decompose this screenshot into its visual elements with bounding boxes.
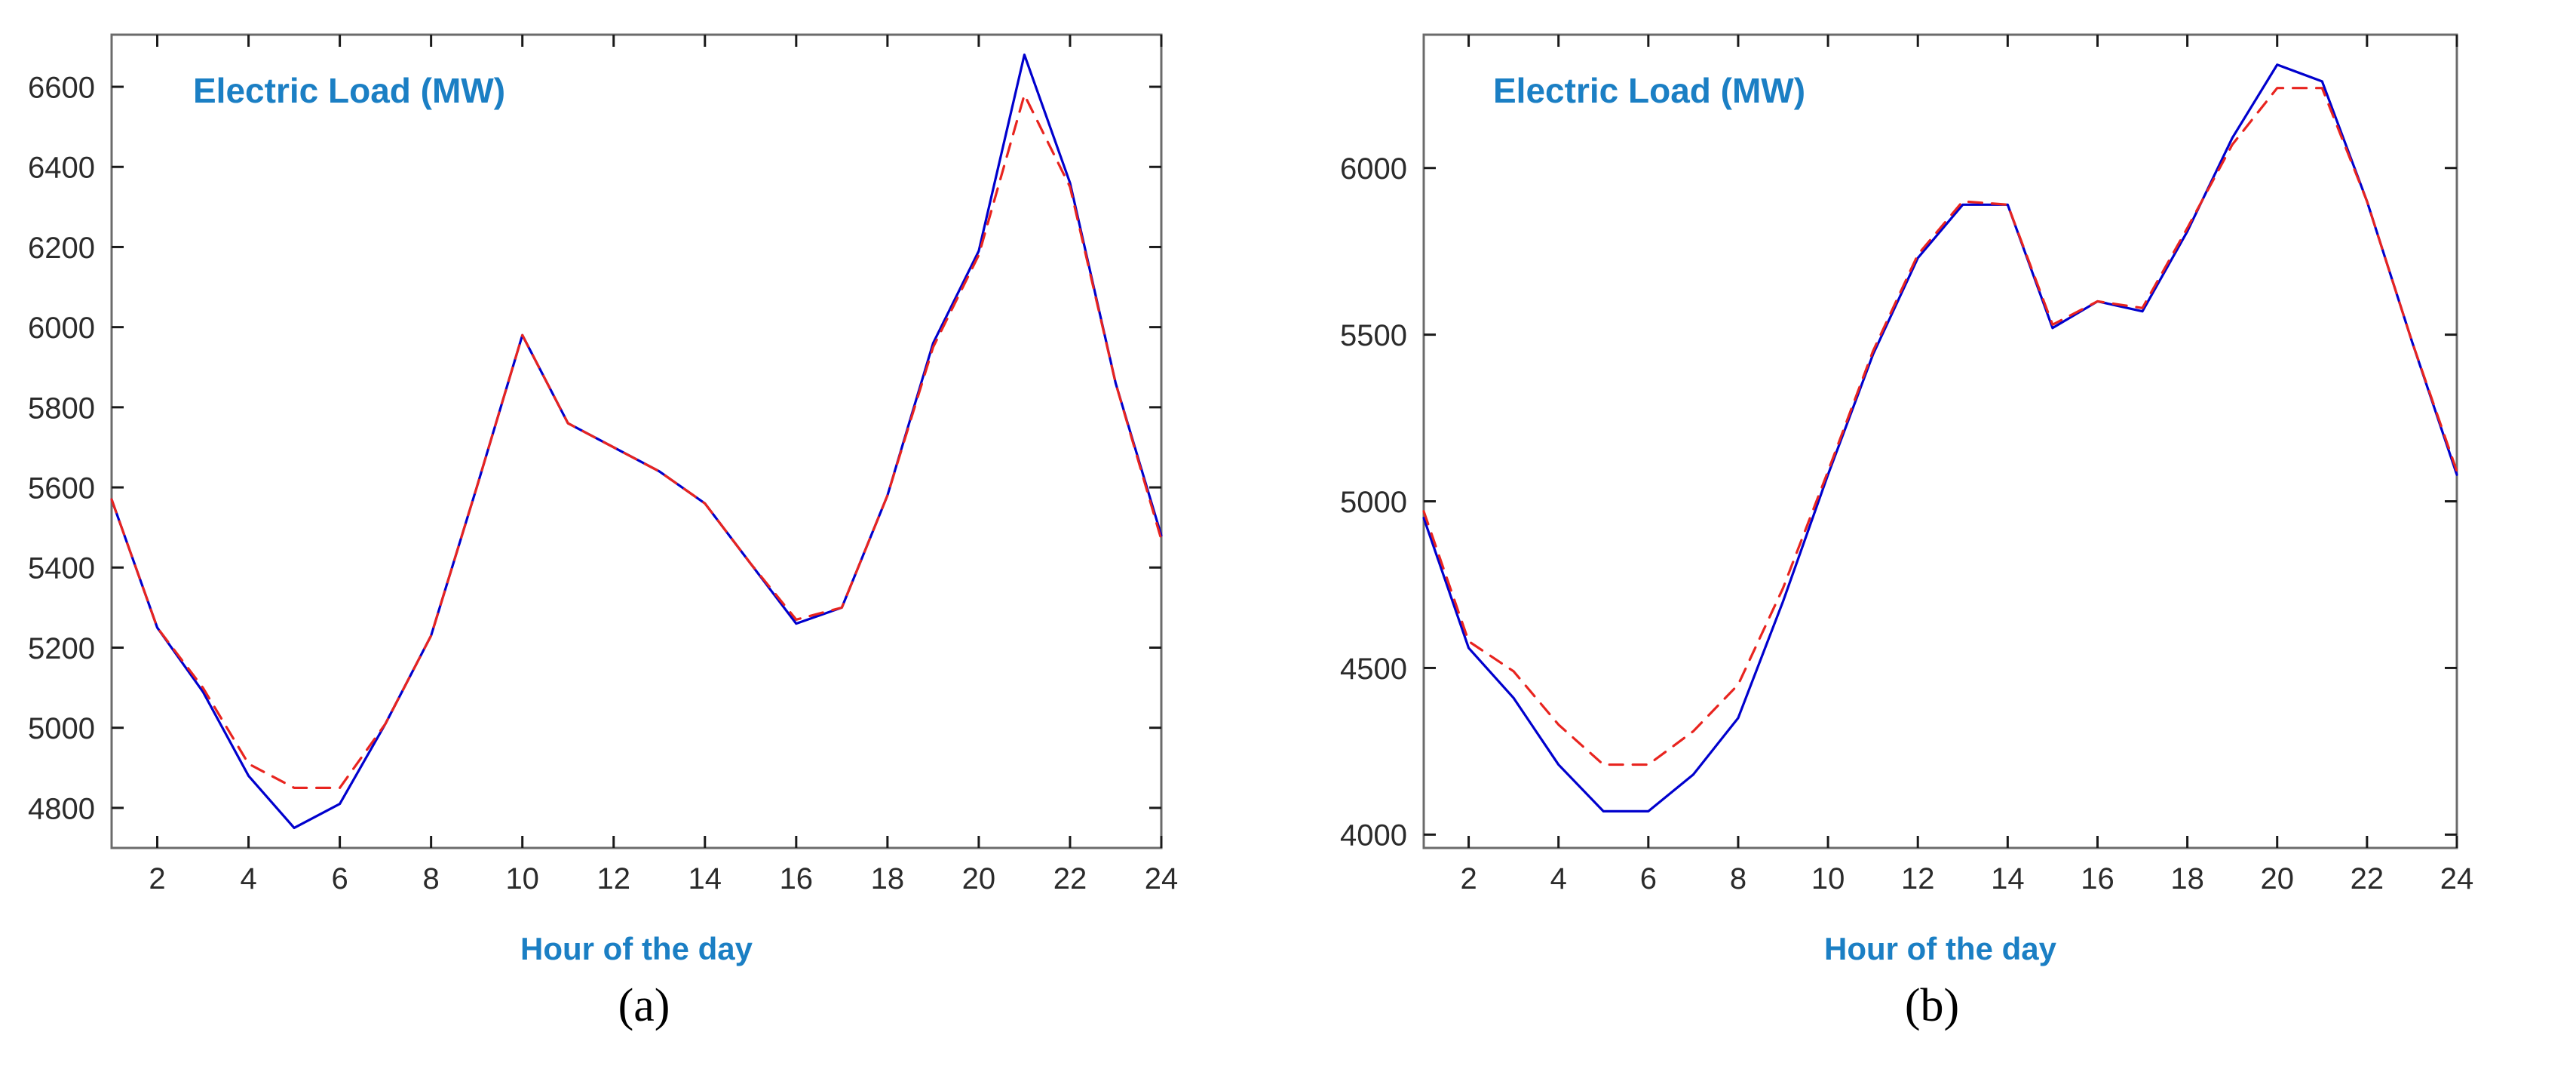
plot-title: Electric Load (MW) — [193, 71, 505, 110]
plot-area-background — [112, 35, 1161, 848]
y-tick-label: 5000 — [1340, 486, 1407, 519]
x-tick-label: 2 — [149, 862, 165, 895]
x-tick-label: 20 — [962, 862, 996, 895]
x-tick-label: 14 — [1991, 862, 2025, 895]
panel-a: 2 4 6 8 10 12 14 16 18 20 22 24 4800 5000 5200 5400 5600… — [28, 33, 1179, 1031]
y-tick-label: 6600 — [28, 71, 95, 104]
y-tick-label: 5500 — [1340, 319, 1407, 352]
subcaption-a: (a) — [618, 980, 670, 1031]
x-tick-label: 14 — [688, 862, 722, 895]
x-tick-label: 10 — [505, 862, 539, 895]
x-tick-label: 16 — [2081, 862, 2114, 895]
subcaption-b: (b) — [1904, 980, 1960, 1031]
axes-box — [110, 33, 1163, 849]
x-tick-label: 6 — [331, 862, 348, 895]
y-tick-label: 4500 — [1340, 653, 1407, 686]
y-tick-label: 5200 — [28, 632, 95, 665]
x-tick-label: 24 — [1145, 862, 1179, 895]
y-tick-label: 6400 — [28, 152, 95, 185]
series-line-actual — [1422, 63, 2458, 813]
series-line-forecast — [1422, 87, 2458, 766]
y-tick-label: 5800 — [28, 392, 95, 425]
chart-b: 2 4 6 8 10 12 14 16 18 20 22 2440004500500055006000… — [1340, 33, 2474, 966]
panel-b: 2 4 6 8 10 12 14 16 18 20 22 24 4000 4500 5000 5500 6000… — [1288, 0, 2576, 1072]
x-tick-label: 18 — [871, 862, 905, 895]
x-tick-label: 18 — [2170, 862, 2204, 895]
x-tick-label: 12 — [596, 862, 630, 895]
y-tick-label: 6000 — [28, 312, 95, 345]
series-line-forecast — [110, 94, 1163, 789]
x-tick-label: 22 — [1053, 862, 1087, 895]
chart-a: 2 4 6 8 10 12 14 16 18 20 22 2448005000520054005600… — [28, 33, 1179, 966]
y-tick-label: 6200 — [28, 232, 95, 265]
x-axis-label: Hour of the day — [520, 931, 753, 966]
x-tick-label: 8 — [423, 862, 440, 895]
x-tick-label: 24 — [2440, 862, 2474, 895]
x-axis-label: Hour of the day — [1824, 931, 2057, 966]
x-tick-label: 16 — [780, 862, 814, 895]
x-tick-label: 6 — [1640, 862, 1657, 895]
y-tick-label: 5400 — [28, 552, 95, 585]
axes-box — [1422, 33, 2458, 849]
x-tick-label: 4 — [240, 862, 256, 895]
x-tick-label: 8 — [1730, 862, 1746, 895]
y-tick-label: 4000 — [1340, 819, 1407, 852]
x-tick-label: 2 — [1460, 862, 1477, 895]
x-tick-label: 22 — [2351, 862, 2384, 895]
x-tick-label: 12 — [1901, 862, 1935, 895]
plot-area-background — [1424, 35, 2457, 848]
y-tick-label: 5000 — [28, 712, 95, 745]
y-tick-label: 5600 — [28, 471, 95, 505]
plot-title: Electric Load (MW) — [1493, 71, 1805, 110]
x-tick-label: 20 — [2260, 862, 2294, 895]
y-tick-label: 4800 — [28, 792, 95, 825]
x-tick-label: 4 — [1550, 862, 1567, 895]
x-tick-label: 10 — [1811, 862, 1845, 895]
y-tick-label: 6000 — [1340, 152, 1407, 186]
